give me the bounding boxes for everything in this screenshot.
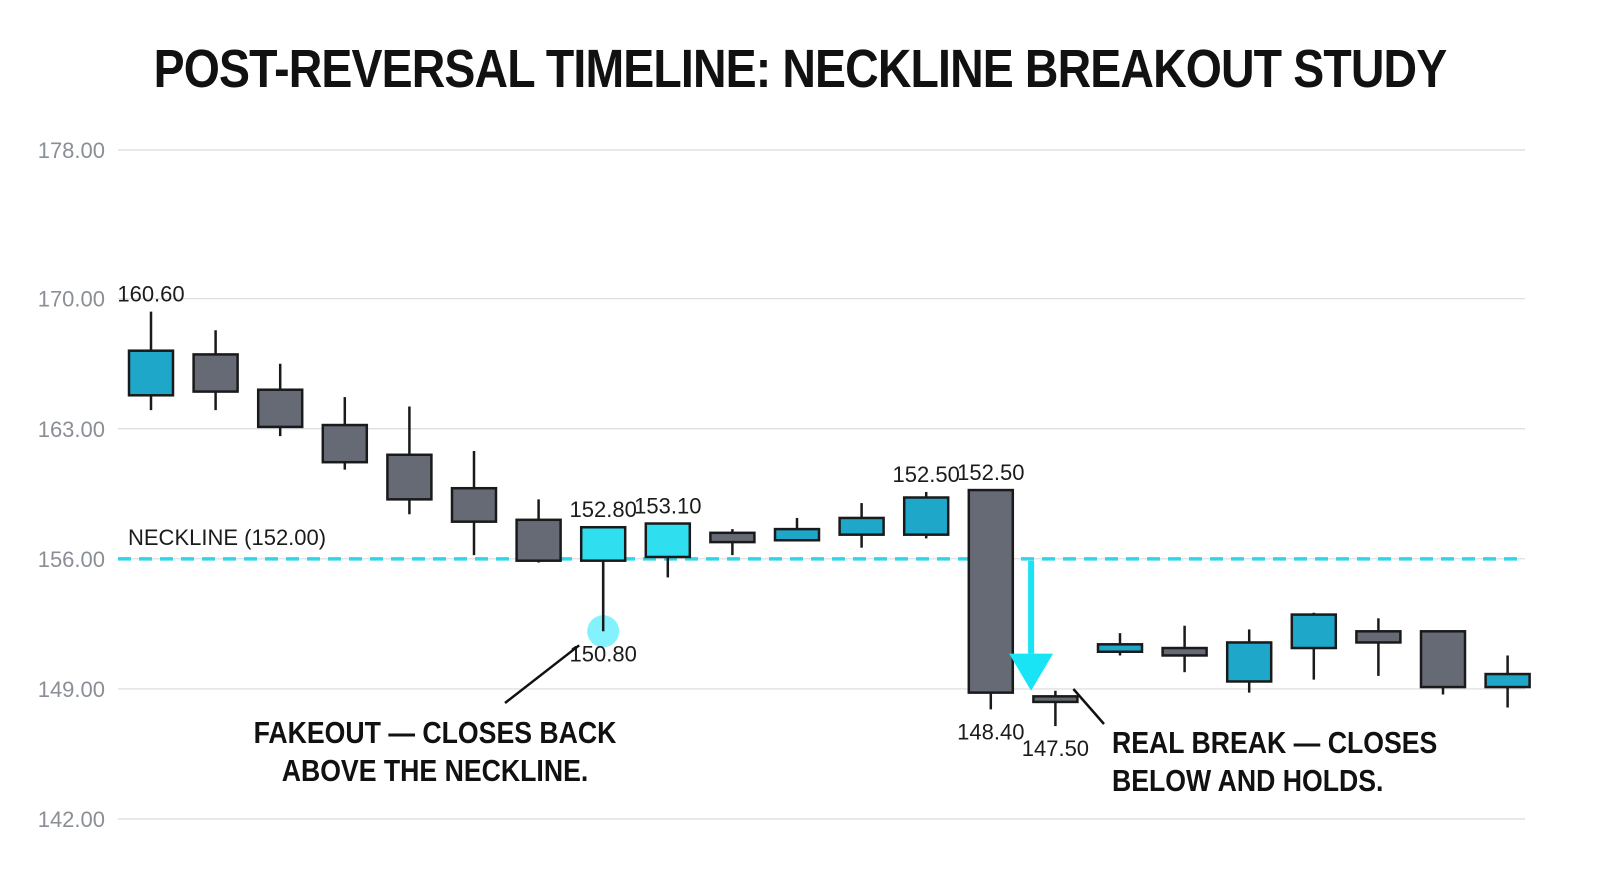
candle-body <box>1032 695 1079 704</box>
candle-body <box>450 486 498 523</box>
candle <box>256 363 304 437</box>
real-break-leader-line <box>1072 688 1105 725</box>
candle <box>1290 612 1338 680</box>
data-label: 152.80 <box>570 497 637 522</box>
candle <box>1419 630 1467 695</box>
candle <box>1225 629 1273 693</box>
y-tick-label: 163.00 <box>38 417 105 442</box>
real-break-annotation-line: BELOW AND HOLDS. <box>1112 764 1383 798</box>
candle-body <box>644 522 692 559</box>
y-tick-label: 149.00 <box>38 677 105 702</box>
data-label: 153.10 <box>634 494 701 519</box>
candle-body <box>515 518 562 562</box>
candle <box>1484 655 1531 708</box>
data-label: 152.50 <box>893 462 960 487</box>
candle-body <box>1096 643 1144 653</box>
candle-body <box>1161 646 1208 657</box>
neckline-label: NECKLINE (152.00) <box>128 525 326 550</box>
candle-body <box>127 349 175 397</box>
candle <box>644 522 692 578</box>
candle <box>1032 690 1079 727</box>
candle <box>1096 633 1144 656</box>
real-break-annotation-line: REAL BREAK — CLOSES <box>1112 726 1437 760</box>
candle-body <box>386 453 433 501</box>
candle-body <box>967 488 1015 694</box>
candle-body <box>256 388 304 429</box>
candle <box>450 451 498 556</box>
candle <box>386 406 433 515</box>
candle <box>773 517 821 542</box>
candle <box>192 330 239 411</box>
y-tick-label: 170.00 <box>38 287 105 312</box>
candle-body <box>1225 641 1273 683</box>
candle <box>838 503 885 548</box>
candle-body <box>192 353 239 393</box>
data-label: 148.40 <box>957 719 1024 744</box>
break-arrow-head <box>1009 653 1054 691</box>
data-label: 160.60 <box>117 282 184 307</box>
data-label: 150.80 <box>570 641 637 666</box>
candle <box>967 488 1015 710</box>
candle <box>321 397 369 470</box>
candle-body <box>1290 613 1338 650</box>
candle-body <box>709 531 756 544</box>
candle <box>709 529 756 556</box>
candle-body <box>1355 630 1402 644</box>
data-label: 147.50 <box>1022 736 1089 761</box>
candle-body <box>773 527 821 542</box>
candle <box>1355 618 1402 676</box>
candle-body <box>1419 630 1467 689</box>
candle <box>515 499 562 563</box>
fakeout-leader-line <box>504 644 580 704</box>
data-label: 152.50 <box>957 460 1024 485</box>
candle <box>1161 625 1208 673</box>
candle-body <box>321 423 369 464</box>
fakeout-annotation-line: ABOVE THE NECKLINE. <box>282 754 589 788</box>
candle <box>127 311 175 411</box>
y-tick-label: 178.00 <box>38 138 105 163</box>
chart-title: POST-REVERSAL TIMELINE: NECKLINE BREAKOU… <box>153 39 1448 99</box>
candle-body <box>579 525 627 562</box>
candle-body <box>902 496 950 536</box>
y-tick-label: 142.00 <box>38 807 105 832</box>
candle-body <box>1484 672 1531 689</box>
y-tick-label: 156.00 <box>38 547 105 572</box>
candle-body <box>838 516 885 536</box>
candle <box>902 491 950 539</box>
fakeout-annotation-line: FAKEOUT — CLOSES BACK <box>254 716 617 750</box>
